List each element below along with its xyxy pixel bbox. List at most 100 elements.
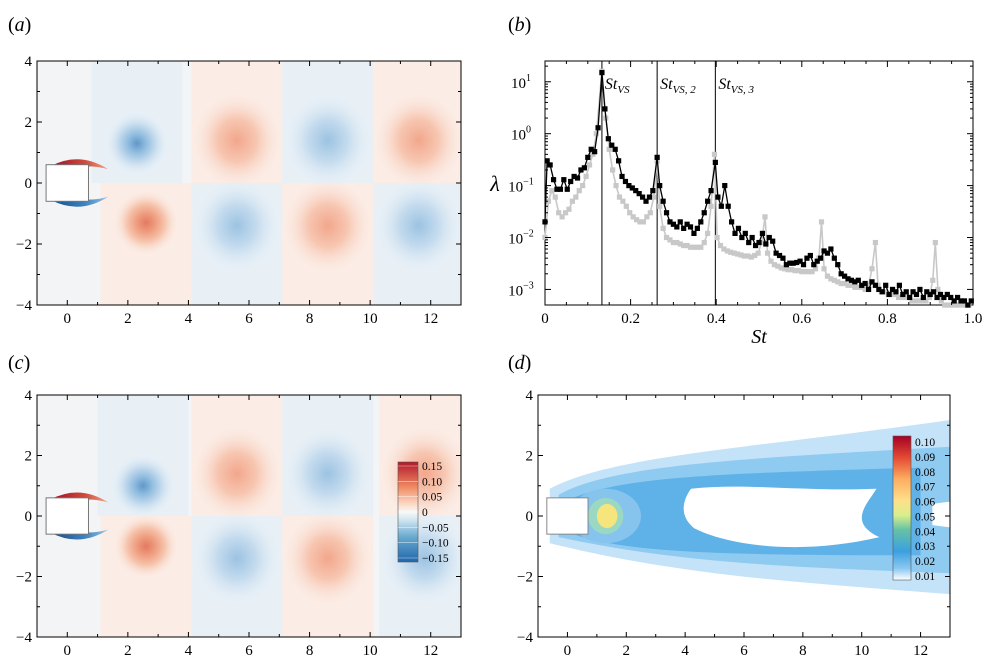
panel-c-vorticity: 0 2 4 6 8 10 12 −4 −2 0 2 4 0.15 0.10 0.05 0 −0.05 −0.10 −… bbox=[16, 388, 462, 659]
panel-b-series-marker-1 bbox=[660, 198, 666, 204]
panel-b-series-marker-1 bbox=[592, 149, 598, 155]
panel-d-colorbar-label: 0.04 bbox=[915, 526, 935, 538]
panel-b-series-marker-2 bbox=[701, 239, 707, 246]
panel-b-series-marker-2 bbox=[949, 302, 955, 308]
panel-b-series-marker-1 bbox=[766, 234, 772, 241]
panel-b-series-marker-1 bbox=[663, 210, 670, 216]
panel-b-series-marker-2 bbox=[613, 182, 619, 189]
panel-b-series-marker-1 bbox=[557, 186, 564, 192]
panel-b-series-marker-2 bbox=[916, 298, 922, 304]
panel-c-xtick-label: 6 bbox=[245, 643, 253, 659]
panel-b-series-marker-1 bbox=[879, 289, 885, 295]
panel-b-series-marker-1 bbox=[770, 238, 776, 244]
panel-b-frame bbox=[544, 60, 974, 306]
panel-b-spectrum: StVS StVS, 2 StVS, 3 0 0.2 0.4 0.6 0.8 1.0 101 100… bbox=[489, 60, 982, 348]
panel-b-series-marker-2 bbox=[660, 225, 666, 231]
panel-label-d: (d) bbox=[508, 352, 532, 374]
panel-b-series-marker-1 bbox=[790, 260, 796, 266]
panel-b-series-marker-1 bbox=[578, 167, 584, 173]
panel-b-series-marker-2 bbox=[842, 280, 848, 287]
panel-b-series-marker-1 bbox=[643, 198, 649, 204]
panel-c-vortex bbox=[283, 511, 372, 606]
panel-b-series-marker-1 bbox=[554, 186, 560, 192]
panel-b-series-marker-2 bbox=[633, 217, 640, 223]
panel-a-cylinder bbox=[45, 164, 89, 202]
panel-b-series-marker-2 bbox=[627, 210, 633, 216]
panel-a-vortex bbox=[374, 178, 461, 273]
panel-b-series-marker-2 bbox=[644, 214, 650, 220]
panel-b-series-marker-1 bbox=[965, 302, 971, 308]
panel-b-series-marker-2 bbox=[667, 237, 673, 243]
panel-c-xtick-label: 0 bbox=[64, 643, 72, 659]
panel-b-series-marker-2 bbox=[738, 252, 744, 258]
panel-b-series-marker-1 bbox=[941, 294, 947, 301]
panel-b-series-marker-2 bbox=[799, 269, 805, 275]
panel-b-series-marker-1 bbox=[934, 294, 940, 301]
panel-b-series-marker-1 bbox=[639, 194, 646, 200]
panel-b-series-marker-2 bbox=[616, 194, 623, 200]
panel-b-series-marker-2 bbox=[828, 276, 834, 282]
panel-b-series-marker-1 bbox=[722, 182, 728, 189]
panel-b-series-marker-2 bbox=[586, 162, 593, 168]
panel-b-series-marker-1 bbox=[889, 286, 896, 293]
panel-b-series-marker-2 bbox=[942, 302, 948, 308]
panel-b-series-marker-1 bbox=[869, 279, 875, 285]
panel-b-series-marker-2 bbox=[913, 298, 919, 304]
panel-a-ytick-label: 2 bbox=[25, 115, 33, 131]
panel-a-xtick-label: 12 bbox=[423, 311, 438, 327]
panel-b-series-marker-1 bbox=[924, 289, 930, 295]
panel-b-series-marker-1 bbox=[907, 294, 913, 301]
panel-b-series-marker-2 bbox=[556, 210, 562, 216]
panel-c-vortex bbox=[111, 453, 175, 518]
panel-b-series-marker-2 bbox=[932, 239, 938, 246]
panel-b-series-marker-2 bbox=[731, 250, 737, 256]
panel-b-series-marker-2 bbox=[926, 294, 932, 301]
panel-d-colorbar-label: 0.05 bbox=[915, 511, 935, 523]
panel-b-xtick-label: 0.4 bbox=[707, 311, 726, 327]
panel-b-series-marker-2 bbox=[762, 214, 768, 220]
panel-c-colorbar-label: 0.05 bbox=[422, 492, 442, 504]
panel-b-series-marker-1 bbox=[712, 159, 718, 165]
panel-b-series-marker-1 bbox=[835, 262, 841, 268]
panel-d-cylinder bbox=[546, 497, 589, 535]
panel-a-ytick-label: −4 bbox=[16, 298, 32, 314]
panel-b-series-marker-2 bbox=[745, 253, 751, 259]
panel-b-series-marker-1 bbox=[845, 276, 851, 282]
panel-b-series-marker-2 bbox=[795, 268, 801, 274]
panel-b-series-marker-2 bbox=[606, 146, 612, 152]
panel-b-series-marker-2 bbox=[590, 151, 596, 157]
panel-label-a: (a) bbox=[8, 14, 32, 36]
panel-b-series-marker-1 bbox=[561, 177, 567, 183]
panel-b-series-marker-1 bbox=[818, 255, 824, 261]
panel-b-series-marker-1 bbox=[828, 246, 834, 252]
panel-a-xtick-label: 10 bbox=[363, 311, 378, 327]
panel-b-xtick-label: 0 bbox=[541, 311, 549, 327]
panel-b-series-marker-1 bbox=[609, 142, 615, 148]
panel-b-series-marker-1 bbox=[944, 291, 950, 298]
panel-b-series-marker-2 bbox=[824, 273, 831, 279]
panel-b-series-marker-1 bbox=[872, 282, 879, 288]
panel-b-series-marker-1 bbox=[650, 188, 656, 194]
panel-d-colorbar-label: 0.03 bbox=[915, 541, 935, 553]
panel-b-series-marker-1 bbox=[657, 182, 663, 189]
panel-b-series-marker-1 bbox=[893, 289, 899, 295]
panel-b-series-marker-2 bbox=[717, 242, 724, 249]
panel-b-series-marker-1 bbox=[900, 291, 906, 298]
panel-d-ytick-label: −4 bbox=[517, 630, 533, 646]
panel-b-series-marker-2 bbox=[677, 241, 683, 247]
panel-b-series-marker-2 bbox=[610, 167, 616, 173]
panel-b-series-marker-2 bbox=[923, 298, 929, 304]
panel-d-xtick-label: 6 bbox=[740, 643, 748, 659]
panel-c-vortex bbox=[192, 511, 281, 606]
panel-c-cylinder bbox=[45, 497, 89, 535]
panel-b-series-marker-1 bbox=[855, 277, 861, 283]
panel-a-ytick-label: 4 bbox=[25, 54, 33, 70]
panel-d-colorbar-label: 0.01 bbox=[915, 571, 935, 583]
panel-b-series-marker-1 bbox=[951, 298, 957, 304]
panel-b-series-marker-1 bbox=[804, 255, 810, 261]
panel-b-series-marker-2 bbox=[764, 250, 771, 256]
panel-b-series-marker-1 bbox=[636, 191, 642, 197]
panel-c-xtick-label: 4 bbox=[185, 643, 193, 659]
panel-a-xtick-label: 4 bbox=[185, 311, 193, 327]
